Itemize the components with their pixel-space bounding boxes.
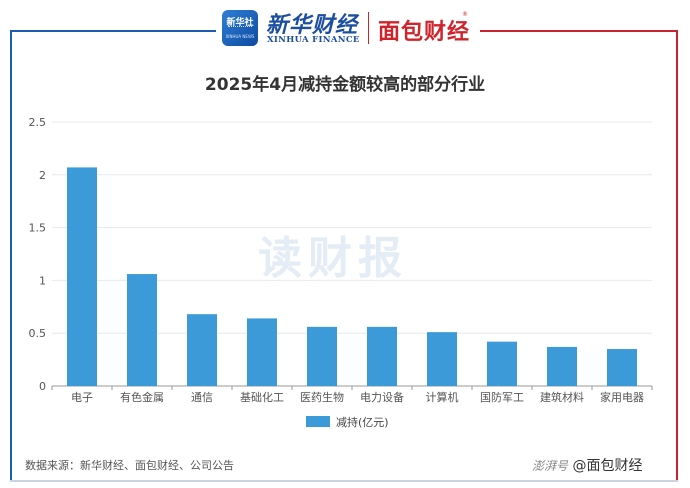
- brand-header: 新华社 XINHUA NEWS 新华财经 XINHUA FINANCE 面包财经…: [218, 6, 476, 50]
- bar: [427, 332, 457, 386]
- y-tick-label: 2: [39, 169, 46, 182]
- watermark: 读财报: [258, 233, 408, 284]
- logo-dots: [228, 26, 252, 33]
- y-tick-label: 1: [39, 274, 46, 287]
- y-tick-label: 2.5: [29, 116, 47, 129]
- bar: [547, 346, 577, 386]
- bar: [187, 314, 217, 386]
- credit: 澎湃号 @面包财经: [532, 455, 642, 475]
- chart-title: 2025年4月减持金额较高的部分行业: [204, 75, 486, 95]
- x-tick-label: 电力设备: [360, 390, 404, 404]
- brand-name-cn: 新华财经: [266, 12, 359, 38]
- credit-text: @面包财经: [572, 458, 643, 474]
- bar: [487, 341, 517, 386]
- brand-divider: [368, 12, 369, 44]
- logo-seal-sub: XINHUA NEWS: [225, 34, 255, 39]
- registered-mark: ®: [462, 11, 468, 18]
- brand-name-en: XINHUA FINANCE: [267, 35, 360, 45]
- legend-label: 减持(亿元): [336, 415, 389, 429]
- frame-left-rule: [10, 30, 12, 482]
- frame-right-rule: [676, 30, 678, 482]
- x-tick-label: 电子: [71, 391, 93, 404]
- bar: [67, 167, 97, 386]
- x-tick-label: 有色金属: [120, 390, 164, 404]
- x-tick-label: 医药生物: [300, 390, 344, 404]
- x-tick-label: 通信: [191, 391, 213, 404]
- y-tick-label: 0.5: [29, 327, 47, 340]
- data-source: 数据来源：新华财经、面包财经、公司公告: [25, 459, 234, 472]
- bar: [307, 326, 337, 386]
- y-tick-label: 0: [39, 380, 46, 393]
- x-tick-label: 计算机: [426, 390, 459, 404]
- xinhua-logo: 新华社 XINHUA NEWS: [222, 10, 258, 46]
- y-tick-label: 1.5: [29, 222, 47, 235]
- frame-top-right-rule: [480, 30, 678, 32]
- bar: [607, 349, 637, 386]
- brand2-logo: 面包财经: [378, 20, 471, 45]
- credit-prefix: 澎湃号: [532, 459, 569, 473]
- x-tick-label: 基础化工: [240, 390, 284, 404]
- bar: [247, 318, 277, 386]
- x-tick-label: 国防军工: [480, 390, 524, 404]
- frame-bottom-rule: [10, 480, 678, 482]
- x-tick-label: 建筑材料: [540, 390, 584, 404]
- bar: [367, 326, 397, 386]
- x-tick-label: 家用电器: [600, 390, 644, 404]
- bar: [127, 274, 157, 386]
- legend-swatch: [306, 416, 330, 427]
- frame-top-left-rule: [10, 30, 216, 32]
- logo-seal-text: 新华社: [226, 18, 254, 28]
